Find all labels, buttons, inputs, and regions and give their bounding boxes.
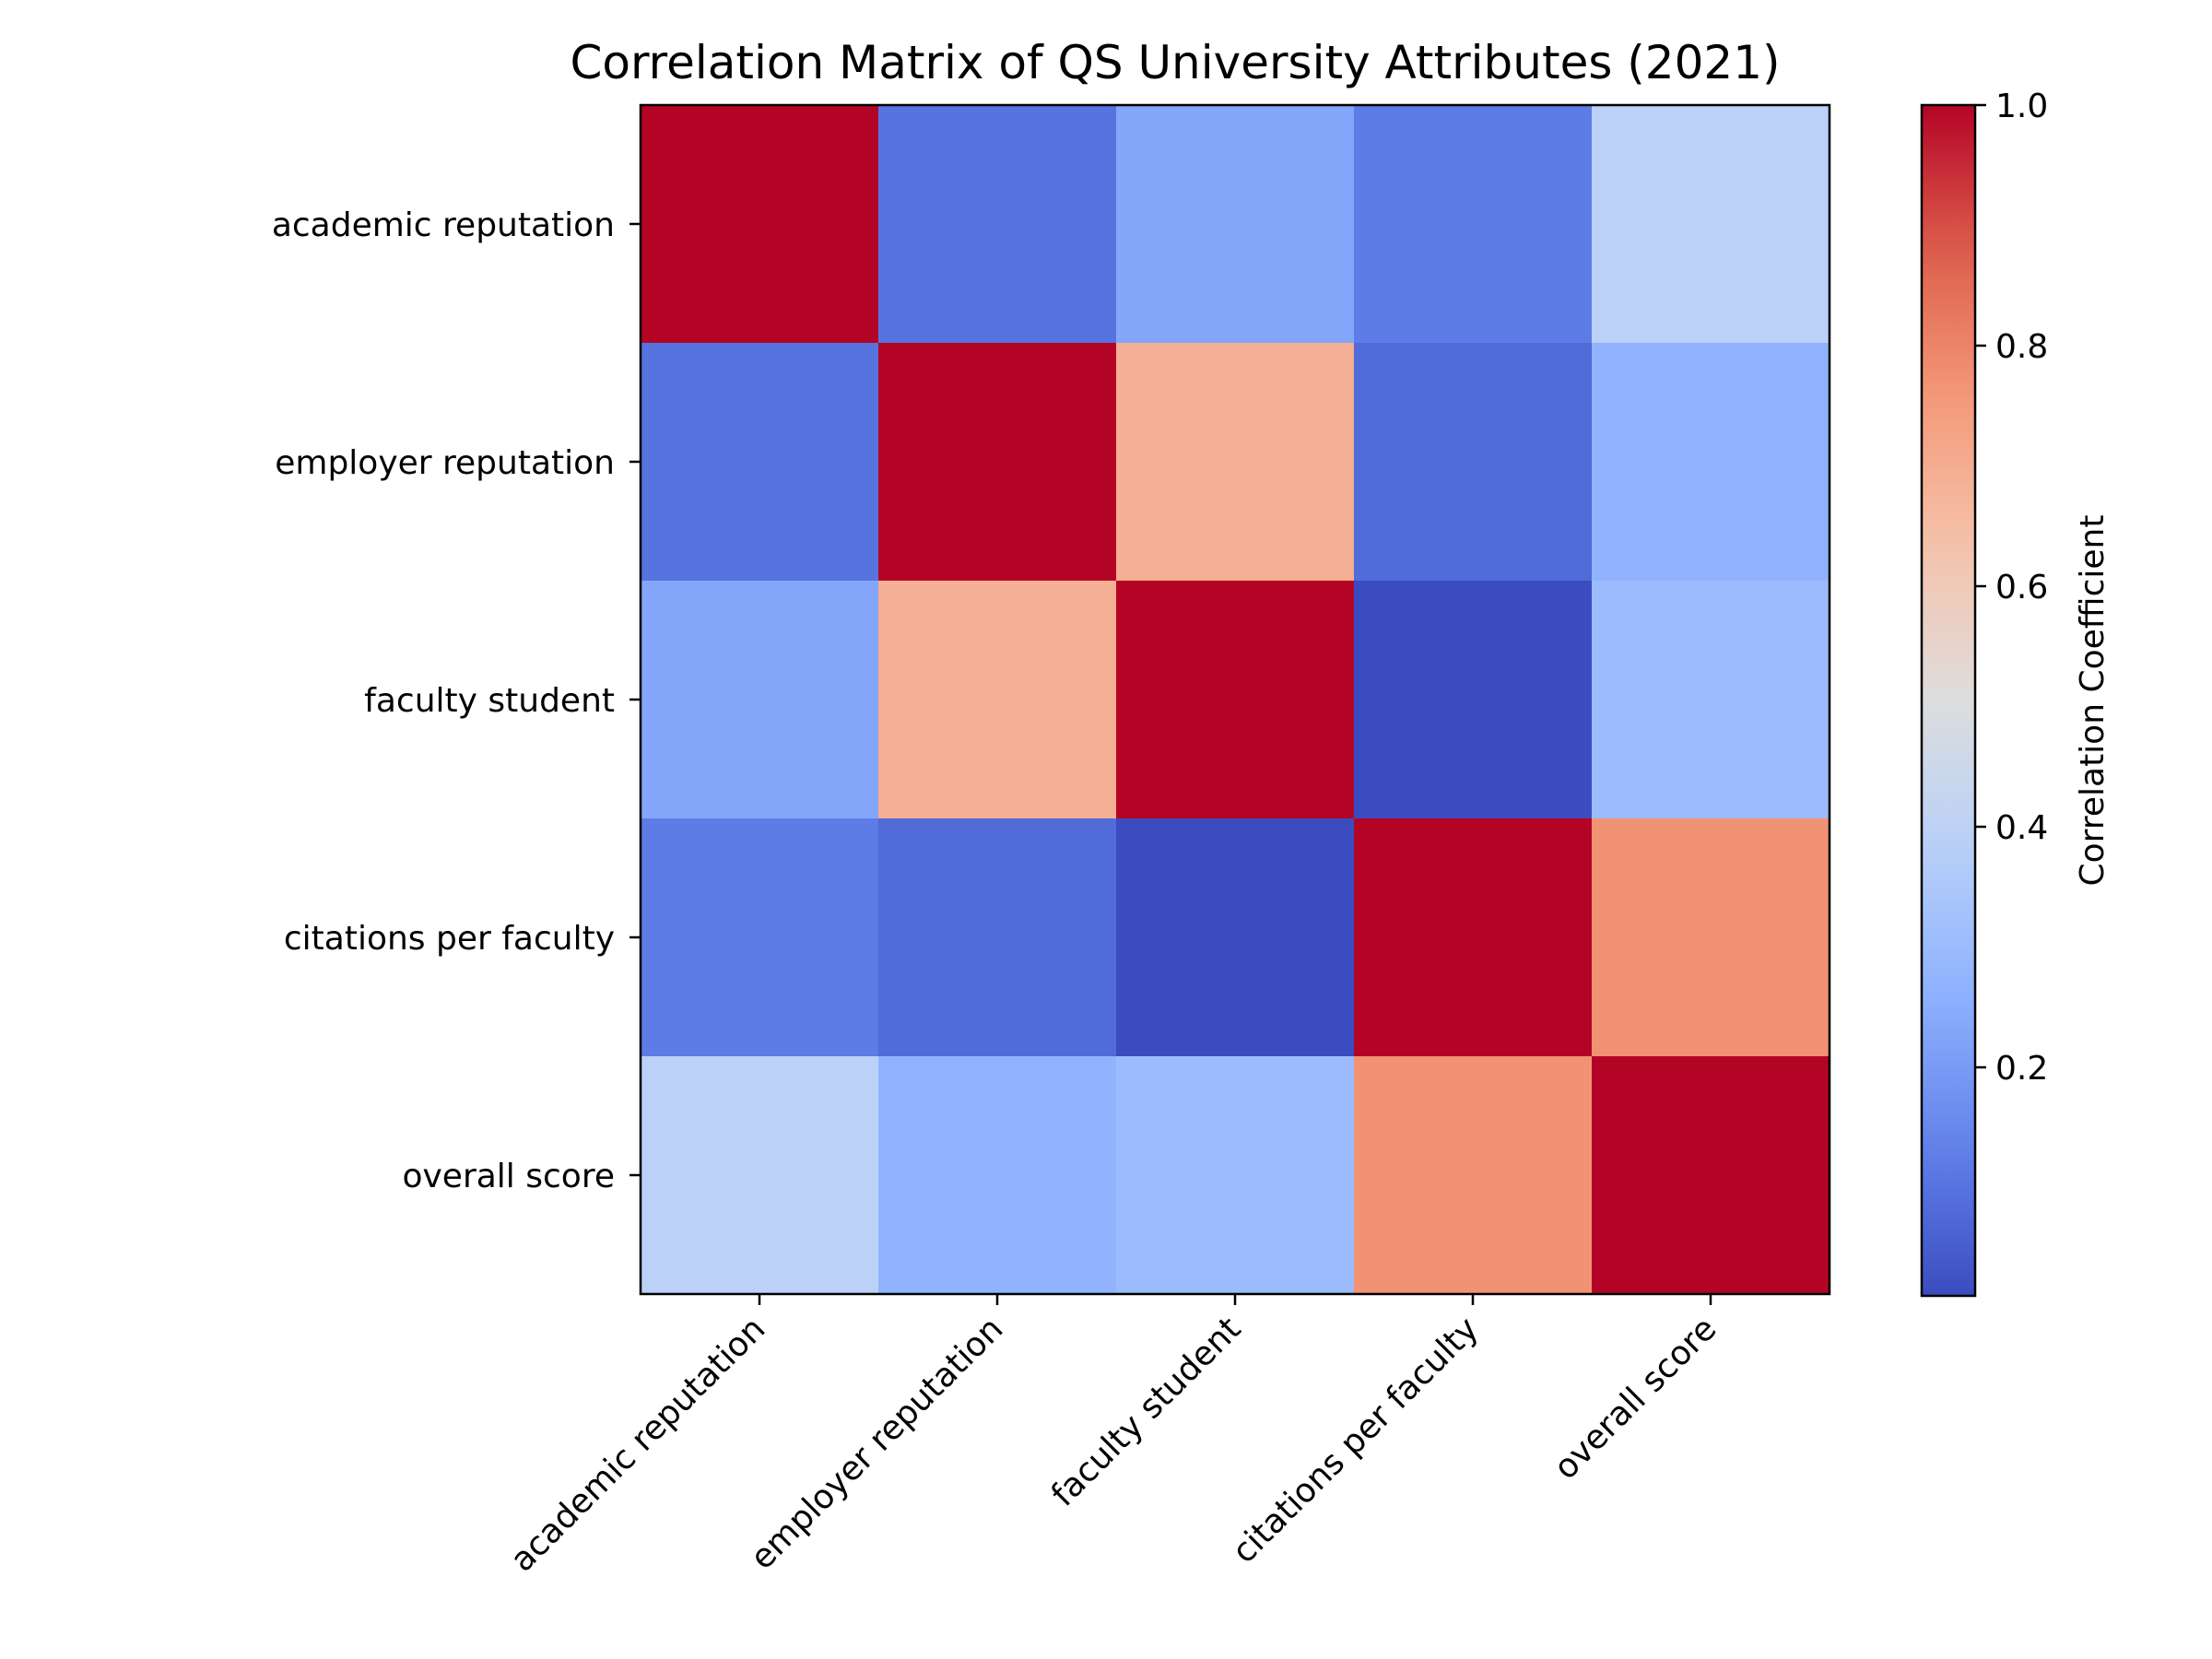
heatmap-cell-4-1 — [878, 1056, 1117, 1295]
colorbar-tick-label: 0.2 — [1995, 1050, 2048, 1088]
y-tick-label: citations per faculty — [284, 920, 615, 958]
heatmap-cells — [641, 105, 1830, 1295]
heatmap-cell-0-0 — [641, 105, 879, 344]
colorbar: 0.2 0.4 0.6 0.8 1.0 Correlation Coefficient — [1920, 88, 2112, 1298]
heatmap-cell-4-2 — [1116, 1056, 1355, 1295]
heatmap-cell-0-1 — [878, 105, 1117, 344]
colorbar-tick-label: 1.0 — [1995, 88, 2048, 125]
x-tick-label: faculty student — [1044, 1310, 1248, 1513]
heatmap-cell-2-3 — [1354, 581, 1593, 819]
x-tick-label: employer reputation — [744, 1310, 1011, 1577]
colorbar-tick-label: 0.6 — [1995, 569, 2048, 606]
heatmap-cell-1-3 — [1354, 343, 1593, 582]
y-tick-label: employer reputation — [275, 444, 615, 482]
y-tick-label: academic reputation — [272, 206, 615, 244]
heatmap-cell-3-4 — [1592, 818, 1830, 1057]
colorbar-label: Correlation Coefficient — [2074, 515, 2112, 887]
colorbar-gradient — [1920, 103, 1977, 1298]
heatmap-cell-3-1 — [878, 818, 1117, 1057]
heatmap-cell-2-1 — [878, 581, 1117, 819]
heatmap-cell-4-0 — [641, 1056, 879, 1295]
heatmap-cell-3-0 — [641, 818, 879, 1057]
heatmap-cell-1-1 — [878, 343, 1117, 582]
heatmap-cell-0-2 — [1116, 105, 1355, 344]
colorbar-tick-label: 0.4 — [1995, 809, 2048, 847]
heatmap-cell-3-3 — [1354, 818, 1593, 1057]
heatmap-cell-1-4 — [1592, 343, 1830, 582]
y-axis: academic reputation employer reputation fa… — [272, 206, 641, 1195]
colorbar-tick-label: 0.8 — [1995, 328, 2048, 366]
heatmap-cell-2-4 — [1592, 581, 1830, 819]
x-tick-label: academic reputation — [503, 1310, 772, 1579]
heatmap-cell-0-3 — [1354, 105, 1593, 344]
heatmap-cell-2-2 — [1116, 581, 1355, 819]
heatmap-cell-4-4 — [1592, 1056, 1830, 1295]
x-tick-label: overall score — [1547, 1310, 1724, 1487]
y-tick-label: faculty student — [364, 682, 615, 720]
heatmap-cell-2-0 — [641, 581, 879, 819]
colorbar-ticks: 0.2 0.4 0.6 0.8 1.0 — [1975, 88, 2048, 1088]
x-tick-label: citations per faculty — [1225, 1310, 1486, 1571]
y-tick-label: overall score — [402, 1158, 615, 1195]
heatmap-cell-1-2 — [1116, 343, 1355, 582]
heatmap-cell-0-4 — [1592, 105, 1830, 344]
heatmap-cell-4-3 — [1354, 1056, 1593, 1295]
heatmap-cell-3-2 — [1116, 818, 1355, 1057]
heatmap-cell-1-0 — [641, 343, 879, 582]
chart-title: Correlation Matrix of QS University Attr… — [570, 36, 1780, 89]
